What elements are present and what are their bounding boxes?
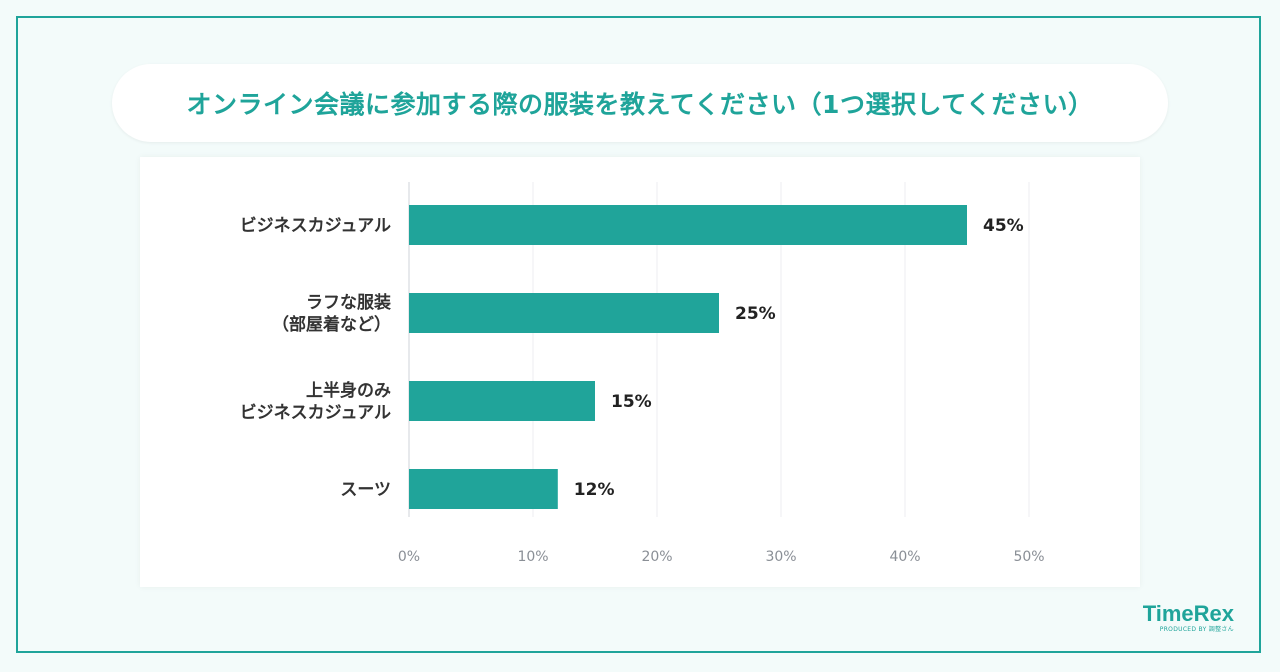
logo-subtitle: PRODUCED BY 調整さん: [1159, 626, 1234, 633]
bar: [409, 469, 558, 509]
title-banner: オンライン会議に参加する際の服装を教えてください（1つ選択してください）: [112, 64, 1168, 142]
x-tick-label: 20%: [641, 549, 672, 565]
timerex-logo: TimeRex PRODUCED BY 調整さん: [1143, 603, 1234, 634]
category-label: 上半身のみ: [306, 380, 391, 401]
bar-value-label: 45%: [983, 216, 1024, 236]
x-tick-label: 30%: [765, 549, 796, 565]
chart-card: 0% 10% 20% 30% 40% 50% 45% ビジネスカジュアル 25% ラフな服装 （部屋…: [140, 157, 1140, 587]
category-label: ラフな服装: [306, 292, 391, 313]
x-tick-label: 10%: [517, 549, 548, 565]
category-label: ビジネスカジュアル: [240, 216, 391, 236]
bar: [409, 381, 595, 421]
bar-value-label: 25%: [735, 304, 776, 324]
x-tick-label: 40%: [889, 549, 920, 565]
category-label: ビジネスカジュアル: [240, 403, 391, 423]
logo-name: TimeRex: [1142, 601, 1234, 626]
bar-value-label: 12%: [574, 480, 615, 500]
category-label: （部屋着など）: [272, 314, 391, 335]
bar-chart: 0% 10% 20% 30% 40% 50% 45% ビジネスカジュアル 25% ラフな服装（部屋…: [240, 182, 1045, 565]
category-label: スーツ: [340, 480, 391, 500]
page-frame: [16, 16, 1261, 653]
chart-title: オンライン会議に参加する際の服装を教えてください（1つ選択してください）: [186, 90, 1094, 119]
bar: [409, 293, 719, 333]
x-tick-label: 50%: [1013, 549, 1044, 565]
x-tick-label: 0%: [398, 549, 420, 565]
bar: [409, 205, 967, 245]
bar-value-label: 15%: [611, 392, 652, 412]
